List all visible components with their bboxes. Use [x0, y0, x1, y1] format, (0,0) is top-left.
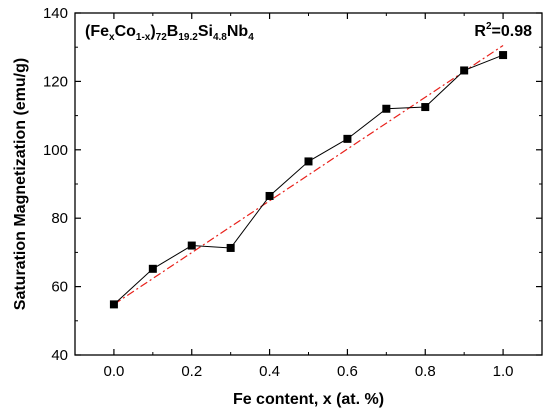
composition-label-part: 19.2 [178, 32, 198, 43]
y-tick-label: 120 [43, 73, 68, 90]
data-point [304, 157, 313, 166]
plot-area: 0.0 0.2 0.4 0.6 0.8 1.0 40 60 80 100 120 140 Fe cont… [12, 5, 543, 408]
y-tick-label: 140 [43, 5, 68, 22]
composition-label-part: (Fe [85, 23, 109, 40]
data-point [265, 191, 274, 200]
series-line [113, 54, 504, 305]
composition-label-part: 1-x [136, 32, 151, 43]
r-squared-label-part: =0.98 [492, 23, 533, 40]
data-point [187, 241, 196, 250]
composition-label: (FexCo1-x)72B19.2Si4.8Nb4 [85, 23, 254, 43]
fit-line [113, 44, 504, 305]
x-tick-label: 0.4 [259, 363, 280, 380]
x-tick-label: 0.8 [415, 363, 436, 380]
data-point [499, 51, 508, 60]
x-tick-label: 0.0 [103, 363, 124, 380]
composition-label-part: Nb [227, 23, 249, 40]
composition-label-part: Co [115, 23, 137, 40]
data-point [421, 103, 430, 112]
y-tick-label: 100 [43, 142, 68, 159]
data-point [148, 264, 157, 273]
composition-label-part: 4.8 [213, 32, 227, 43]
data-point [382, 104, 391, 113]
x-tick-label: 0.2 [181, 363, 202, 380]
x-axis-label: Fe content, x (at. %) [233, 391, 384, 408]
y-tick-label: 40 [51, 347, 68, 364]
composition-label-part: Si [198, 23, 213, 40]
composition-label-part: 72 [156, 32, 168, 43]
data-point [343, 134, 352, 143]
composition-label-part: B [167, 23, 179, 40]
composition-label-part: 4 [248, 32, 254, 43]
r-squared-label-part: 2 [486, 21, 492, 32]
x-tick-label: 1.0 [493, 363, 514, 380]
y-axis-label: Saturation Magnetization (emu/g) [12, 58, 29, 310]
composition-label-part: ) [150, 23, 155, 40]
r-squared-label-part: R [474, 23, 486, 40]
x-tick-label: 0.6 [337, 363, 358, 380]
data-point [226, 243, 235, 252]
y-tick-label: 60 [51, 279, 68, 296]
composition-label-part: x [109, 32, 115, 43]
y-tick-label: 80 [51, 210, 68, 227]
data-point [109, 300, 118, 309]
plot-frame [74, 12, 543, 356]
r-squared-label: R2=0.98 [474, 21, 532, 40]
data-point [460, 66, 469, 75]
